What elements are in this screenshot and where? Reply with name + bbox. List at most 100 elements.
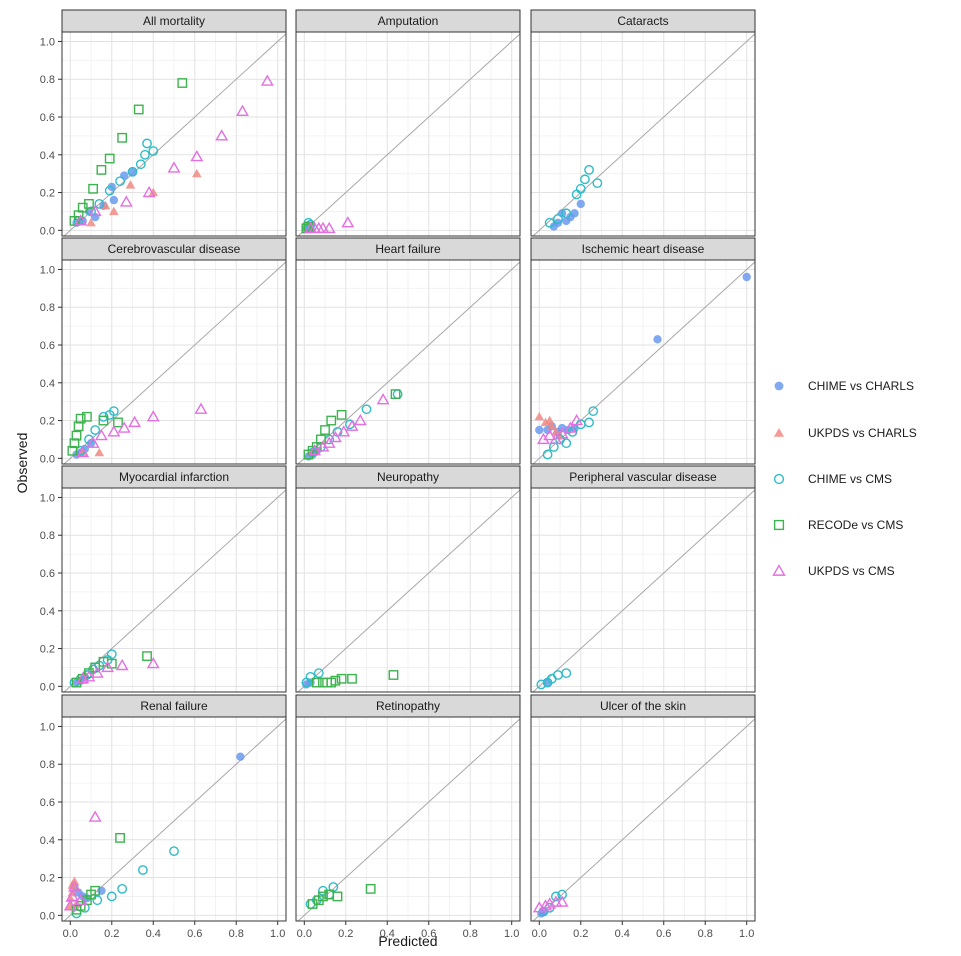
data-point [320,425,330,435]
facet-panel: Ulcer of the skin 0.0 0.2 0.4 0.6 0.8 1.0 [530,694,756,940]
facet-title: Ulcer of the skin [600,699,686,713]
data-point [77,447,88,457]
legend-key [773,473,785,485]
y-tick-label: 0.0 [40,910,55,922]
legend-item: CHIME vs CHARLS [774,379,914,393]
data-point [84,198,94,209]
data-point [146,410,160,422]
data-point [353,413,367,426]
legend-label: CHIME vs CHARLS [808,379,914,393]
data-point [536,432,550,445]
x-tick-label: 0.4 [146,928,161,940]
data-point [563,421,577,433]
panel-border [530,487,756,693]
data-point [236,752,245,761]
data-point [308,444,322,456]
legend-item: UKPDS vs CMS [772,564,895,578]
x-tick-label: 0.2 [338,928,353,940]
data-point [167,161,181,173]
legend-key [772,564,786,576]
data-point [104,185,115,196]
y-tick-label: 0.6 [40,568,55,580]
data-point [86,217,96,227]
legend-item: CHIME vs CMS [773,472,892,486]
identity-line [297,261,521,465]
data-point [376,393,390,405]
data-point [117,421,131,433]
data-point [190,150,204,162]
facet-panel: Cataracts [530,9,756,237]
panel-border [295,259,521,465]
y-tick-label: 0.6 [40,112,55,124]
data-point [148,187,159,197]
data-point [553,214,563,224]
y-tick-label: 1.0 [40,721,55,733]
y-tick-label: 0.0 [40,681,55,693]
data-point [534,411,545,421]
data-point [97,886,106,895]
data-point [142,138,152,149]
data-point [71,430,82,441]
data-point [584,164,594,175]
data-point [119,195,133,207]
y-tick-label: 0.4 [40,378,55,390]
data-point [557,889,568,900]
data-point [194,402,208,414]
legend-key [774,381,784,391]
data-point [388,670,399,680]
data-point [543,429,557,441]
data-point [322,436,336,448]
x-tick-label: 0.2 [104,928,119,940]
facet-panel: Amputation [295,9,521,237]
data-point [142,651,152,662]
identity-line [532,489,756,693]
y-tick-label: 0.4 [40,606,55,618]
data-point [94,429,108,441]
y-tick-label: 0.0 [40,453,55,465]
data-point [549,895,563,907]
data-point [115,176,125,187]
data-point [336,673,347,684]
data-point [365,883,376,894]
panel-border [61,259,287,465]
x-tick-label: 0.2 [573,928,588,940]
data-point [550,891,561,902]
x-tick-label: 1.0 [270,928,285,940]
data-point [94,198,105,209]
x-tick-label: 0.8 [229,928,244,940]
data-point [75,413,86,424]
panel-border [530,31,756,237]
x-tick-label: 1.0 [504,928,519,940]
facet-panel: Neuropathy [295,465,521,693]
data-point [128,415,142,428]
data-point [74,893,88,905]
data-point [90,666,104,678]
data-point [561,208,572,219]
identity-line [63,489,287,693]
x-tick-label: 0.0 [532,928,547,940]
legend: CHIME vs CHARLS UKPDS vs CHARLS CHIME vs C… [772,379,917,578]
y-tick-label: 0.8 [40,530,55,542]
x-tick-label: 0.6 [656,928,671,940]
data-point [137,865,148,875]
facet-title: Peripheral vascular disease [569,470,717,484]
data-point [536,679,547,690]
y-tick-label: 0.8 [40,302,55,314]
data-point [84,668,94,679]
panel-border [61,31,287,237]
data-point [142,185,156,198]
panel-border [295,31,521,237]
data-point [390,389,401,400]
y-tick-label: 1.0 [40,36,55,48]
data-point [191,168,202,178]
data-point [570,413,584,426]
data-point [341,216,355,228]
data-point [98,415,109,426]
legend-label: UKPDS vs CMS [808,564,895,578]
y-tick-label: 0.8 [40,74,55,86]
data-point [88,183,99,194]
data-point [106,891,117,902]
y-tick-label: 0.6 [40,340,55,352]
y-tick-label: 0.0 [40,225,55,237]
data-point [549,432,563,445]
